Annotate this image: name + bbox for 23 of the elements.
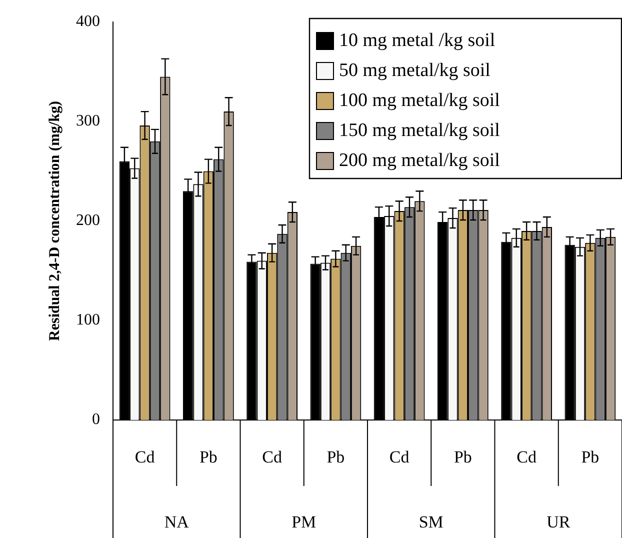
x-tick-label: Cd [389, 447, 410, 466]
y-tick-label: 200 [76, 212, 100, 230]
legend-label: 10 mg metal /kg soil [339, 30, 496, 51]
legend-label: 50 mg metal/kg soil [339, 60, 490, 81]
x-tick-label: Pb [199, 447, 218, 466]
text: UR [546, 512, 571, 532]
legend-label: 200 mg metal/kg soil [339, 150, 500, 171]
x-tick-label: Pb [326, 447, 345, 466]
x-tick-label: Pb [581, 447, 600, 466]
y-axis-title: Residual 2,4-D concentration (mg/kg) [46, 101, 63, 341]
legend-label: 100 mg metal/kg soil [339, 90, 500, 111]
y-tick-label: 400 [76, 13, 100, 30]
text: PM [292, 512, 316, 532]
x-tick-label: Cd [134, 447, 156, 466]
text: SM [418, 512, 444, 532]
text: NA [164, 512, 190, 532]
x-tick-label: Pb [454, 447, 472, 466]
y-tick-label: 0 [92, 411, 100, 428]
x-tick-label: Cd [516, 447, 537, 466]
legend-label: 150 mg metal/kg soil [339, 120, 500, 141]
y-tick-label: 300 [76, 112, 100, 130]
x-tick-label: Cd [262, 447, 282, 466]
y-tick-label: 100 [76, 312, 100, 329]
